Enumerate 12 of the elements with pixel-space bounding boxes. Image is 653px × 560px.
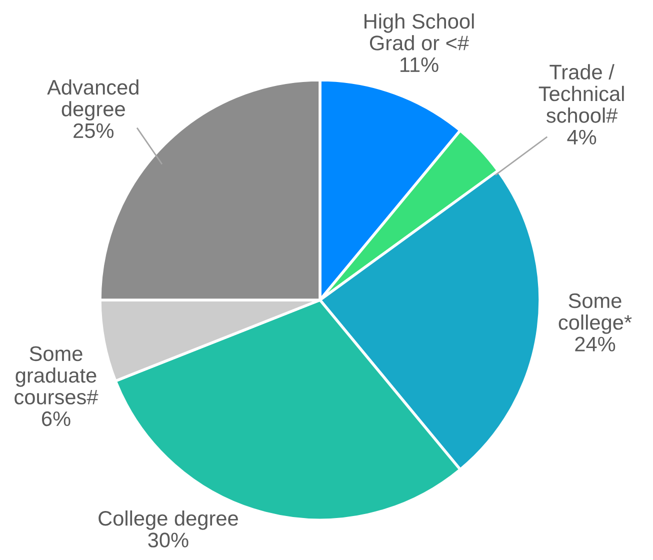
slice-label: Trade / Technical school# — [538, 64, 624, 123]
slice-label: Advanced degree — [47, 79, 138, 121]
slice-label: College degree — [98, 510, 238, 530]
data-label: 6% — [42, 411, 70, 426]
data-label: 11% — [400, 57, 438, 72]
data-label: 30% — [148, 532, 188, 548]
data-label: 24% — [575, 336, 616, 352]
data-label: 25% — [74, 123, 114, 138]
slice-label: Some graduate courses# — [14, 346, 98, 404]
slice-label: High School Grad or <# — [364, 13, 474, 50]
data-label: 4% — [567, 130, 596, 144]
slice-label: Some college* — [558, 293, 632, 334]
